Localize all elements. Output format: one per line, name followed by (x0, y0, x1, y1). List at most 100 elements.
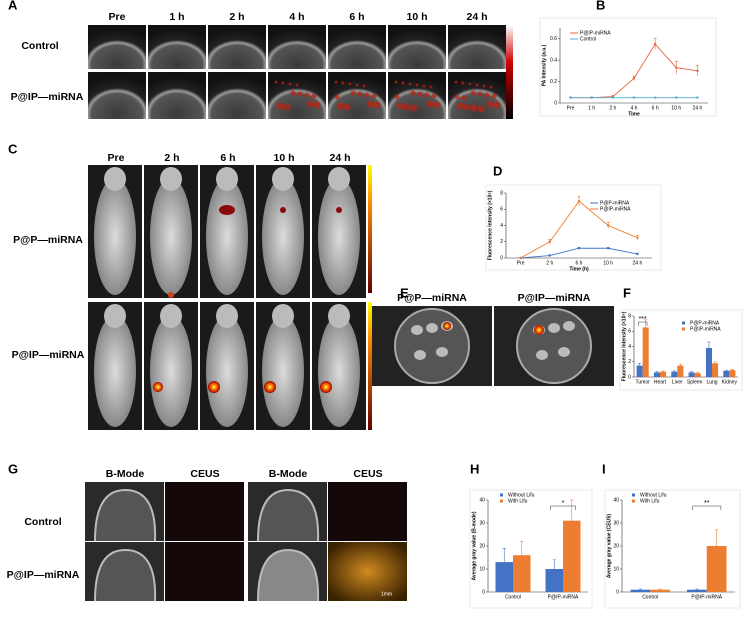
y-tick-label: 8 (500, 190, 503, 196)
legend-label: Control (580, 36, 596, 42)
x-tick-label: Tumor (636, 379, 651, 385)
pa-signal (417, 91, 423, 97)
pa-signal (366, 100, 374, 108)
organ (548, 323, 560, 333)
pa-signal (283, 103, 291, 111)
x-tick-label: 24 h (693, 105, 703, 111)
x-tick-label: Control (505, 594, 521, 600)
ultrasound-image (165, 542, 244, 601)
ultrasound-image (268, 25, 326, 69)
mouse (262, 178, 304, 295)
legend-swatch (632, 499, 635, 503)
x-tick-label: Heart (654, 379, 667, 385)
x-axis-label: Time (h) (569, 266, 589, 272)
ultrasound-image (165, 482, 244, 541)
pa-signal (477, 105, 485, 113)
x-tick-label: Lung (706, 379, 717, 385)
y-tick-label: 8 (628, 313, 631, 319)
chart-frame (604, 489, 741, 609)
column-header: 10 h (273, 152, 294, 164)
pa-signal (424, 92, 430, 98)
line (570, 43, 698, 99)
column-header: B-Mode (269, 468, 308, 480)
pa-signal (431, 93, 437, 99)
bar (545, 569, 563, 592)
pa-signal (482, 84, 486, 88)
pa-signal (454, 80, 458, 84)
organ (426, 323, 438, 333)
column-header: 2 h (164, 152, 179, 164)
chart-frame (619, 309, 743, 391)
bar (653, 372, 660, 377)
column-header: 1 h (169, 11, 184, 23)
mouse-head (104, 167, 126, 191)
pa-signal (433, 101, 441, 109)
pa-signal (334, 94, 340, 100)
mouse (150, 178, 192, 295)
column-header: CEUS (190, 468, 219, 480)
pa-signal (396, 102, 404, 110)
pa-signal (357, 91, 363, 97)
ultrasound-image (328, 25, 386, 69)
column-header: CEUS (353, 468, 382, 480)
y-tick-label: 40 (479, 497, 485, 503)
mouse (262, 315, 304, 427)
pa-signal (403, 103, 411, 111)
ultrasound-image (328, 542, 407, 601)
pa-signal (426, 100, 434, 108)
organ (414, 350, 426, 360)
pa-signal (475, 83, 479, 87)
y-tick-label: 40 (613, 497, 619, 503)
ultrasound-image (88, 72, 146, 119)
y-tick-label: 30 (479, 520, 485, 526)
pa-signal (484, 92, 490, 98)
bar (712, 363, 719, 377)
x-tick-label: Pre (517, 260, 525, 266)
pa-signal (364, 92, 370, 98)
legend-label: P@P-miRNA (600, 200, 630, 206)
legend-swatch (632, 493, 635, 497)
pa-signal (410, 104, 418, 112)
legend-label: P@IP-miRNA (690, 326, 721, 332)
mouse (206, 178, 248, 295)
organ (558, 347, 570, 357)
y-tick-label: 30 (613, 520, 619, 526)
bar (650, 589, 671, 592)
pa-signal (288, 82, 292, 86)
x-axis-label: Time (628, 111, 640, 117)
pa-signal (355, 83, 359, 87)
pa-signal (461, 95, 467, 101)
bar (723, 370, 730, 377)
mouse-head (216, 167, 238, 191)
pa-signal (470, 90, 476, 96)
legend-label: Without Lifu (640, 492, 667, 498)
pa-signal (341, 81, 345, 85)
x-tick-label: 10 h (603, 260, 613, 266)
bar (677, 365, 684, 377)
legend-label: P@P-miRNA (690, 320, 720, 326)
pa-signal (401, 81, 405, 85)
column-header: 10 h (406, 11, 427, 23)
panel-label: I (602, 461, 606, 476)
pa-signal (295, 83, 299, 87)
mouse-head (328, 304, 350, 328)
fluorescence (320, 381, 332, 393)
pa-signal (477, 91, 483, 97)
x-tick-label: 6 h (576, 260, 583, 266)
pa-signal (306, 100, 314, 108)
pa-signal (281, 81, 285, 85)
significance-label: *** (639, 316, 647, 323)
x-tick-label: 6 h (652, 105, 659, 111)
pa-signal (394, 94, 400, 100)
pa-signal (343, 103, 351, 111)
bar (688, 372, 695, 377)
pa-signal (311, 93, 317, 99)
bar (563, 520, 581, 592)
panel-label: E (400, 285, 409, 300)
y-tick-label: 2 (628, 359, 631, 365)
pa-signal (274, 80, 278, 84)
tumor-outline (94, 548, 157, 602)
mouse-head (272, 304, 294, 328)
mouse-head (160, 304, 182, 328)
pa-signal (297, 91, 303, 97)
